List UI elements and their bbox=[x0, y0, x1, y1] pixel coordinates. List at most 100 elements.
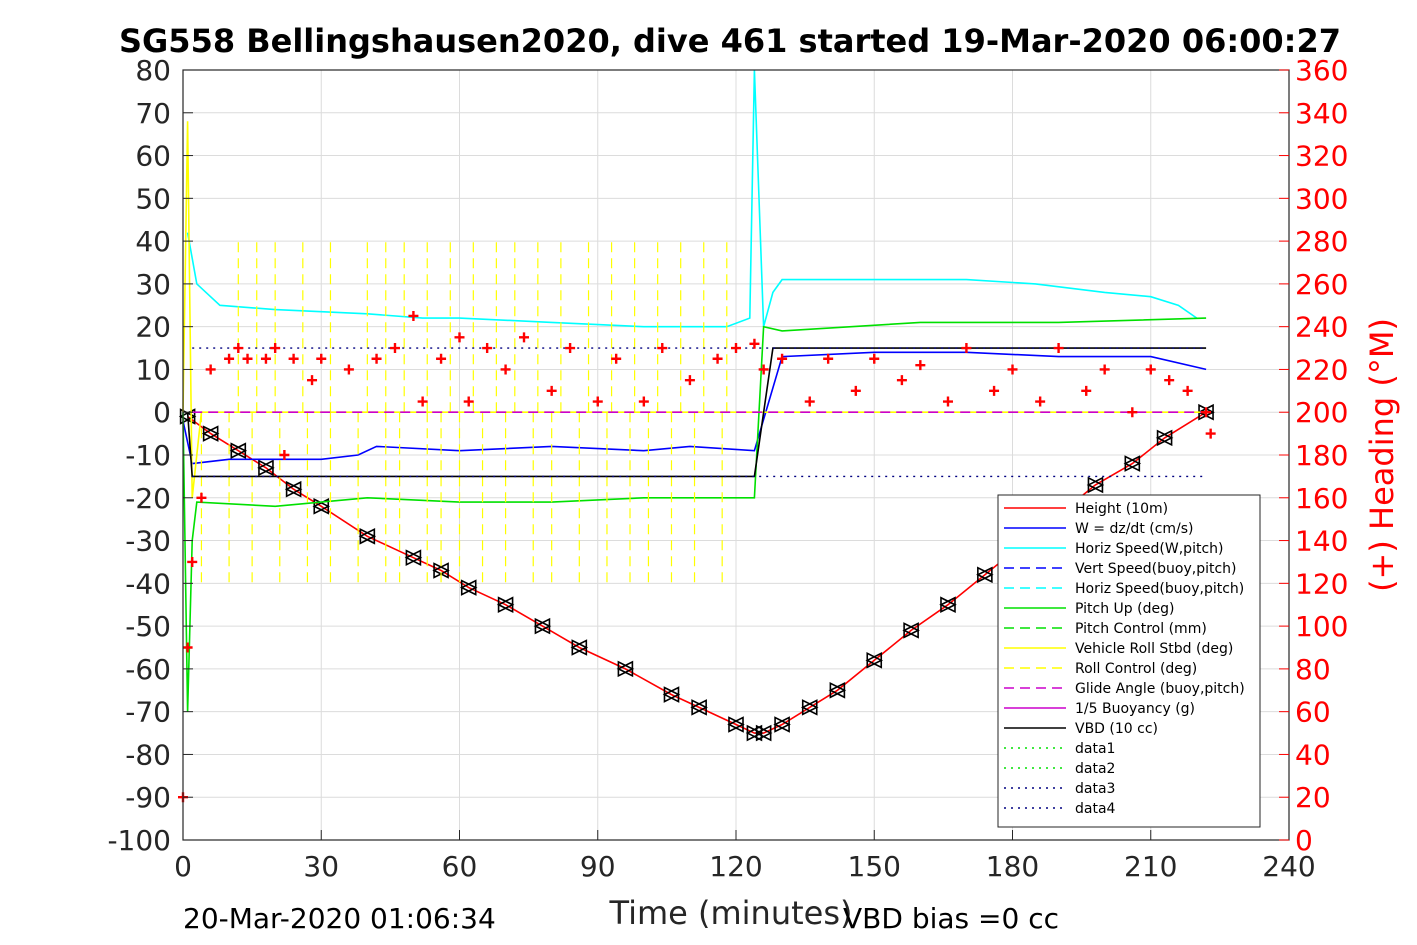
height-marker bbox=[800, 699, 818, 716]
y-tick-label: 70 bbox=[135, 97, 171, 130]
heading-point bbox=[436, 353, 447, 364]
heading-point bbox=[224, 353, 235, 364]
x-tick-label: 180 bbox=[986, 850, 1039, 883]
legend-label: data4 bbox=[1075, 801, 1116, 817]
height-marker bbox=[284, 480, 302, 498]
series-vehicle-roll-stbd-deg bbox=[182, 121, 1207, 498]
heading-point bbox=[343, 364, 354, 375]
y2-tick-label: 360 bbox=[1295, 54, 1348, 87]
y2-tick-label: 0 bbox=[1295, 824, 1313, 857]
height-marker bbox=[404, 549, 422, 566]
legend-label: Pitch Control (mm) bbox=[1075, 621, 1207, 637]
height-marker bbox=[745, 724, 763, 742]
heading-point bbox=[417, 396, 428, 407]
x-tick-label: 120 bbox=[709, 850, 762, 883]
legend-label: 1/5 Buoyancy (g) bbox=[1075, 701, 1195, 717]
y-tick-label: 60 bbox=[135, 140, 171, 173]
heading-point bbox=[389, 343, 400, 354]
y-tick-label: -100 bbox=[107, 824, 171, 857]
y-tick-label: -20 bbox=[125, 482, 171, 515]
heading-point bbox=[187, 556, 198, 567]
y-tick-label: 40 bbox=[135, 225, 171, 258]
heading-point bbox=[371, 353, 382, 364]
height-marker bbox=[902, 622, 919, 639]
heading-point bbox=[500, 364, 511, 375]
heading-point bbox=[638, 396, 649, 407]
legend-label: data2 bbox=[1075, 761, 1115, 777]
legend-label: Vert Speed(buoy,pitch) bbox=[1075, 561, 1237, 577]
y-tick-label: -10 bbox=[125, 439, 171, 472]
y2-tick-label: 240 bbox=[1295, 311, 1348, 344]
heading-point bbox=[758, 364, 769, 375]
heading-point bbox=[961, 343, 972, 354]
heading-point bbox=[242, 353, 253, 364]
height-marker bbox=[754, 724, 772, 742]
height-marker bbox=[976, 566, 993, 584]
heading-point bbox=[989, 385, 1000, 396]
heading-point bbox=[546, 385, 557, 396]
heading-point bbox=[1164, 375, 1175, 386]
legend-label: Vehicle Roll Stbd (deg) bbox=[1075, 641, 1233, 657]
x-tick-label: 150 bbox=[848, 850, 901, 883]
height-marker bbox=[690, 699, 707, 716]
heading-point bbox=[1201, 407, 1212, 418]
footer-vbd-bias: VBD bias =0 cc bbox=[843, 902, 1059, 935]
heading-point bbox=[519, 332, 530, 343]
y-axis-left: 80 70 60 50 40 30 20 10 0 -10 -20 -30 -40 -50 -60 -70 -8… bbox=[107, 54, 193, 857]
heading-point bbox=[1007, 364, 1018, 375]
height-marker bbox=[201, 425, 219, 442]
heading-point bbox=[1205, 428, 1216, 439]
heading-point bbox=[270, 343, 281, 354]
y-tick-label: 30 bbox=[135, 268, 171, 301]
y2-tick-label: 20 bbox=[1295, 781, 1331, 814]
heading-point bbox=[565, 343, 576, 354]
height-marker bbox=[616, 660, 634, 678]
height-marker bbox=[939, 596, 956, 614]
height-marker bbox=[459, 579, 477, 596]
y-tick-label: 20 bbox=[135, 311, 171, 344]
y2-tick-label: 100 bbox=[1295, 610, 1348, 643]
heading-point bbox=[749, 338, 760, 349]
heading-point bbox=[777, 353, 788, 364]
x-tick-label: 90 bbox=[580, 850, 616, 883]
heading-point bbox=[205, 364, 216, 375]
heading-point bbox=[592, 396, 603, 407]
y-tick-label: -50 bbox=[125, 610, 171, 643]
x-axis: 0 30 60 90 120 150 180 210 240 bbox=[174, 830, 1316, 883]
legend-label: Pitch Up (deg) bbox=[1075, 601, 1174, 617]
series-horiz-speed-w-pitch bbox=[186, 69, 1198, 328]
y-tick-label: 50 bbox=[135, 182, 171, 215]
legend-label: data1 bbox=[1075, 741, 1115, 757]
y2-tick-label: 80 bbox=[1295, 653, 1331, 686]
heading-point bbox=[307, 375, 318, 386]
heading-point bbox=[182, 642, 193, 653]
y-tick-label: -90 bbox=[125, 781, 171, 814]
heading-point bbox=[850, 385, 861, 396]
heading-point bbox=[196, 492, 207, 503]
height-marker bbox=[727, 716, 744, 733]
chart-title: SG558 Bellingshausen2020, dive 461 start… bbox=[119, 22, 1341, 60]
y2-tick-label: 300 bbox=[1295, 182, 1348, 215]
heading-point bbox=[915, 360, 926, 371]
legend: Height (10m) W = dz/dt (cm/s) Horiz Speed(… bbox=[997, 494, 1261, 828]
heading-point bbox=[1182, 385, 1193, 396]
height-marker bbox=[570, 639, 588, 656]
heading-point bbox=[684, 375, 695, 386]
footer-timestamp: 20-Mar-2020 01:06:34 bbox=[183, 902, 496, 935]
height-marker bbox=[496, 596, 514, 614]
heading-point bbox=[942, 396, 953, 407]
legend-label: Horiz Speed(W,pitch) bbox=[1075, 541, 1223, 557]
height-marker bbox=[533, 617, 551, 635]
heading-point bbox=[657, 343, 668, 354]
y-tick-label: -60 bbox=[125, 653, 171, 686]
heading-point bbox=[463, 396, 474, 407]
heading-point bbox=[823, 353, 834, 364]
heading-point bbox=[1081, 385, 1092, 396]
legend-label: Glide Angle (buoy,pitch) bbox=[1075, 681, 1245, 697]
x-tick-label: 210 bbox=[1124, 850, 1177, 883]
y-tick-label: -80 bbox=[125, 738, 171, 771]
height-marker bbox=[865, 652, 883, 669]
x-tick-label: 0 bbox=[174, 850, 192, 883]
legend-label: Height (10m) bbox=[1075, 501, 1168, 517]
